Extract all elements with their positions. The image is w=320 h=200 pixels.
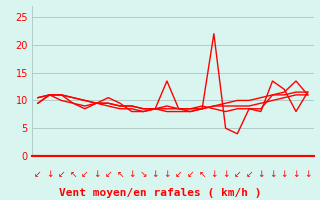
Text: ↙: ↙: [187, 170, 194, 179]
Text: ↓: ↓: [222, 170, 229, 179]
Text: ↓: ↓: [257, 170, 265, 179]
Text: ↓: ↓: [210, 170, 218, 179]
Text: ↓: ↓: [46, 170, 53, 179]
Text: ↙: ↙: [234, 170, 241, 179]
Text: ↓: ↓: [269, 170, 276, 179]
Text: ↙: ↙: [105, 170, 112, 179]
Text: ↓: ↓: [151, 170, 159, 179]
Text: ↖: ↖: [69, 170, 77, 179]
Text: ↖: ↖: [198, 170, 206, 179]
Text: ↓: ↓: [93, 170, 100, 179]
Text: ↓: ↓: [128, 170, 135, 179]
Text: ↙: ↙: [175, 170, 182, 179]
Text: Vent moyen/en rafales ( km/h ): Vent moyen/en rafales ( km/h ): [59, 188, 261, 198]
Text: ↘: ↘: [140, 170, 147, 179]
Text: ↓: ↓: [292, 170, 300, 179]
Text: ↖: ↖: [116, 170, 124, 179]
Text: ↙: ↙: [34, 170, 42, 179]
Text: ↓: ↓: [163, 170, 171, 179]
Text: ↓: ↓: [281, 170, 288, 179]
Text: ↓: ↓: [304, 170, 311, 179]
Text: ↙: ↙: [245, 170, 253, 179]
Text: ↙: ↙: [58, 170, 65, 179]
Text: ↙: ↙: [81, 170, 89, 179]
